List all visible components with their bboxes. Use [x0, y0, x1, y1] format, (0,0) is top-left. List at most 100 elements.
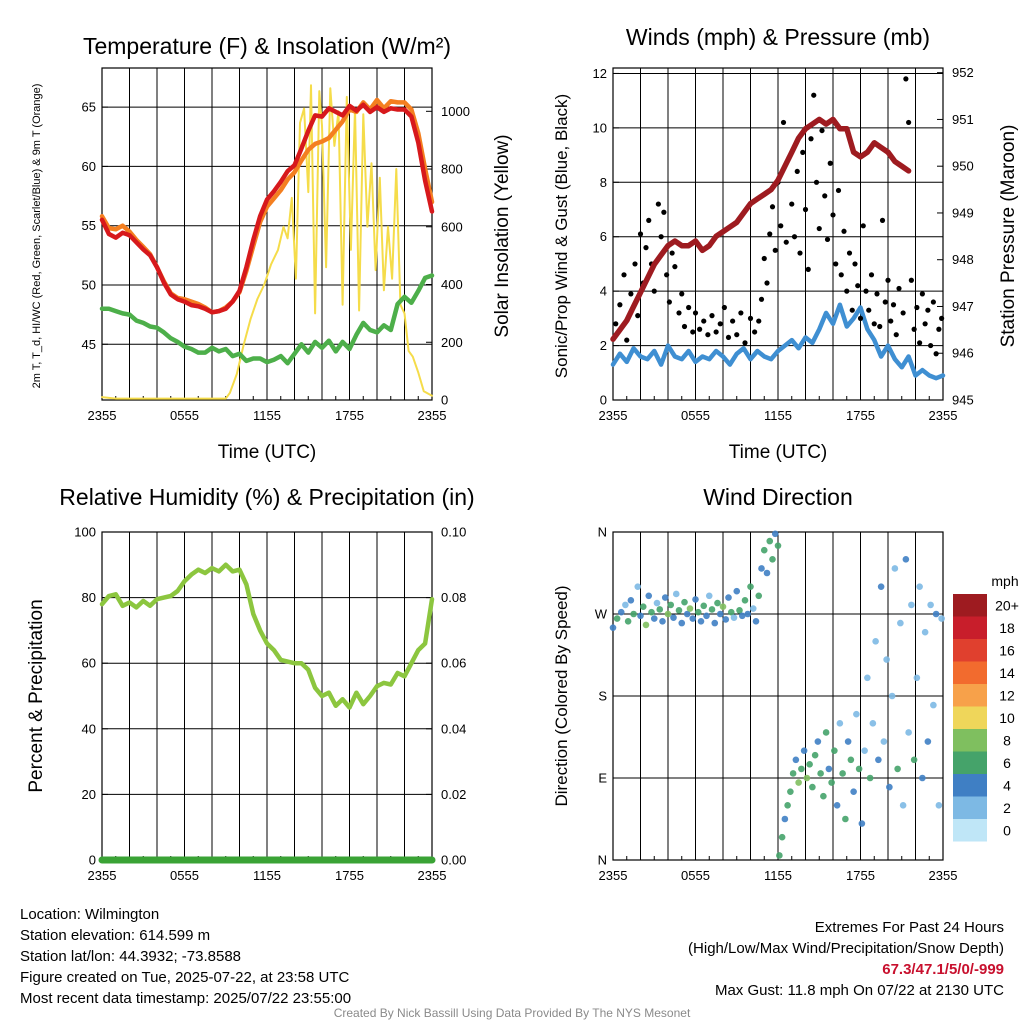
- colorbar-swatch: [953, 706, 987, 729]
- direction-point: [842, 815, 849, 823]
- gust-point: [922, 321, 928, 327]
- colorbar-label: 12: [999, 687, 1015, 703]
- gust-point: [783, 239, 789, 245]
- rh-y-tick-label: 80: [82, 590, 96, 605]
- gust-point: [888, 318, 894, 324]
- gust-point: [808, 136, 814, 142]
- wind-x-tick-label: 2355: [929, 408, 958, 423]
- recent-data-text: Most recent data timestamp: 2025/07/22 2…: [20, 990, 352, 1007]
- temp-y-tick-label: 55: [82, 218, 96, 233]
- direction-point: [899, 802, 907, 809]
- gust-point: [637, 231, 644, 237]
- direction-point: [769, 556, 776, 563]
- wind-y2-tick-label: 951: [952, 112, 974, 127]
- rh-x-tick-label: 1155: [253, 868, 281, 883]
- speed-colorbar: mph 20+ 18 16 14 12 10 8 6 4 2 0: [953, 573, 1019, 842]
- direction-point: [678, 619, 686, 627]
- direction-point: [681, 598, 688, 606]
- 2m-t-line: [99, 102, 435, 315]
- direction-point: [639, 603, 647, 611]
- direction-point: [653, 599, 661, 607]
- direction-point: [784, 802, 791, 809]
- direction-point: [672, 590, 680, 598]
- direction-point: [924, 738, 932, 745]
- temp-y2-tick-label: 400: [441, 277, 463, 292]
- gust-point: [879, 217, 886, 223]
- gust-point: [846, 250, 853, 256]
- direction-point: [921, 628, 929, 636]
- extremes-info: Extremes For Past 24 Hours (High/Low/Max…: [688, 917, 1004, 1001]
- direction-point: [694, 608, 702, 616]
- direction-point: [722, 616, 730, 623]
- direction-point: [822, 729, 830, 736]
- temp-x-tick-label: 1755: [335, 408, 364, 423]
- gust-point: [780, 119, 787, 126]
- temp-y2-tick-label: 0: [441, 393, 448, 408]
- direction-point: [627, 597, 635, 604]
- direction-point: [781, 815, 789, 823]
- temp-x-tick-label: 2355: [88, 408, 117, 423]
- gust-point: [734, 332, 740, 338]
- gust-point: [646, 217, 652, 223]
- direction-point: [875, 756, 882, 764]
- gust-point: [860, 223, 866, 229]
- direction-point: [806, 761, 813, 768]
- location-text: Location: Wilmington: [20, 906, 160, 923]
- rh-x-tick-label: 1755: [335, 868, 364, 883]
- direction-point: [741, 597, 749, 604]
- dir-x-tick-label: 2355: [599, 868, 628, 883]
- gust-point: [877, 323, 883, 330]
- direction-point: [853, 710, 860, 718]
- dir-x-tick-label: 1155: [764, 868, 792, 883]
- direction-point: [656, 606, 664, 613]
- direction-point: [861, 747, 868, 754]
- direction-point: [700, 602, 708, 610]
- colorbar-swatch: [953, 774, 987, 797]
- direction-point: [609, 624, 617, 631]
- direction-point: [902, 556, 910, 563]
- direction-point: [800, 747, 808, 754]
- extremes-title: Extremes For Past 24 Hours: [814, 919, 1004, 936]
- direction-point: [844, 738, 852, 745]
- direction-point: [642, 621, 650, 629]
- direction-point: [935, 802, 943, 809]
- colorbar-label: 2: [1003, 800, 1011, 816]
- direction-point: [703, 612, 710, 620]
- gust-point: [827, 160, 833, 166]
- gust-point: [882, 299, 888, 305]
- direction-point: [725, 594, 732, 601]
- temp-y2-tick-label: 200: [441, 335, 463, 350]
- gust-point: [800, 149, 806, 155]
- direction-point: [645, 592, 653, 600]
- dir-y-tick-label: W: [595, 607, 608, 622]
- gust-point: [613, 321, 619, 327]
- rh-y2-tick-label: 0.04: [441, 721, 466, 736]
- direction-point: [634, 583, 642, 590]
- direction-point: [692, 596, 699, 603]
- wind-y2-tick-label: 950: [952, 159, 974, 174]
- created-text: Figure created on Tue, 2025-07-22, at 23…: [20, 969, 350, 986]
- direction-point: [864, 674, 871, 682]
- gust-point: [896, 285, 902, 292]
- direction-point: [869, 720, 877, 727]
- direction-point: [763, 569, 771, 577]
- gust-point: [672, 264, 678, 270]
- gust-point: [664, 272, 670, 278]
- gust-point: [866, 307, 872, 313]
- gust-point: [794, 168, 800, 175]
- rh-y2-tick-label: 0.02: [441, 787, 466, 802]
- gust-point: [830, 212, 836, 218]
- gust-point: [709, 313, 715, 319]
- temp-x-tick-label: 1155: [253, 408, 281, 423]
- gust-point: [679, 291, 685, 297]
- direction-point: [622, 601, 629, 609]
- gust-point: [676, 310, 682, 316]
- colorbar-label: 16: [999, 642, 1015, 658]
- temp-y-tick-label: 65: [82, 100, 96, 115]
- wind-x-tick-label: 1755: [846, 408, 875, 423]
- gust-point: [933, 351, 939, 357]
- gust-point: [813, 179, 820, 185]
- gust-point: [661, 209, 667, 215]
- gust-point: [705, 332, 711, 338]
- rh-y2-tick-label: 0.10: [441, 525, 466, 540]
